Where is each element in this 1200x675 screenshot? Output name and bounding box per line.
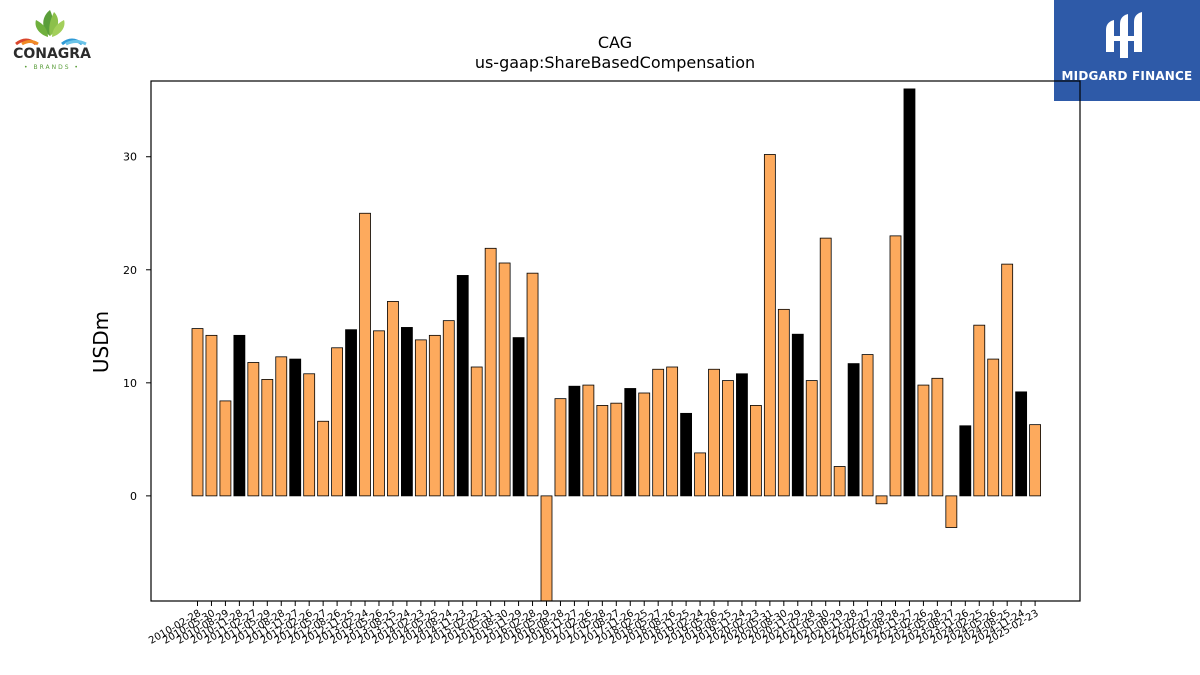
bar-2012-05-27 (317, 420, 330, 497)
bar-2022-02-27 (861, 354, 874, 497)
bar-2015-08-30 (498, 262, 511, 497)
bar-2011-08-28 (275, 356, 288, 497)
bar-2014-11-23 (456, 275, 469, 497)
bar-2015-05-31 (484, 247, 497, 497)
conagra-subtitle: • BRANDS • (24, 64, 80, 71)
bar-2010-11-28 (233, 334, 246, 497)
bar-2021-02-28 (805, 380, 818, 497)
bar-2017-05-28 (596, 405, 609, 497)
midgard-wordmark: MIDGARD FINANCE (1061, 69, 1193, 83)
y-axis-ticks: 0 10 20 30 (123, 151, 151, 503)
y-tick-label: 30 (123, 151, 137, 164)
bar-2023-02-26 (917, 384, 930, 497)
bar-2024-11-24 (1015, 391, 1028, 497)
midgard-finance-logo: MIDGARD FINANCE (1054, 0, 1200, 101)
plot-area-frame (150, 80, 1081, 602)
x-axis-ticks: 2010-02-282010-05-302010-08-292010-11-28… (147, 601, 1041, 647)
bar-2021-08-29 (833, 466, 846, 497)
bar-2022-08-28 (889, 235, 902, 497)
bar-2016-11-27 (568, 385, 581, 497)
bar-2014-08-24 (442, 320, 455, 497)
chart-subtitle: us-gaap:ShareBasedCompensation (475, 53, 755, 72)
y-tick-label: 10 (123, 377, 137, 390)
bar-2024-02-25 (973, 324, 986, 497)
bar-2018-05-27 (652, 368, 665, 497)
bar-2019-02-24 (694, 452, 706, 497)
bar-2010-05-30 (205, 334, 218, 497)
bar-2023-05-28 (931, 377, 944, 497)
bar-2016-05-29 (540, 495, 553, 602)
bar-2013-08-25 (387, 301, 399, 497)
bar-2017-11-26 (624, 388, 637, 497)
bar-2022-11-27 (903, 88, 916, 497)
bar-2011-11-27 (289, 358, 302, 497)
bar-2021-05-30 (819, 237, 832, 497)
bar-2024-05-26 (987, 358, 1000, 497)
bar-2015-02-22 (470, 366, 483, 497)
bar-2020-05-31 (763, 154, 776, 497)
bar-2019-08-25 (722, 380, 734, 497)
bar-2020-08-30 (777, 308, 790, 497)
bar-2021-11-28 (847, 363, 860, 497)
y-axis-label: USDm (89, 311, 113, 373)
bar-2018-02-25 (638, 392, 651, 497)
bar-2018-11-25 (680, 412, 692, 497)
y-tick-label: 0 (130, 490, 137, 503)
bar-2019-11-24 (736, 373, 748, 497)
leaf-icon (15, 10, 87, 46)
midgard-mark-icon (1106, 12, 1142, 58)
bar-2015-11-29 (512, 337, 525, 497)
bar-2024-08-25 (1001, 263, 1014, 497)
bar-2011-02-27 (247, 362, 260, 497)
bar-2020-02-23 (750, 405, 762, 497)
bar-2013-02-24 (359, 212, 371, 497)
bar-2010-08-29 (219, 400, 232, 497)
y-tick-label: 20 (123, 264, 137, 277)
bar-2013-11-24 (400, 327, 413, 497)
bar-2023-11-26 (959, 425, 972, 497)
bar-2022-05-29 (875, 495, 888, 505)
conagra-wordmark: CONAGRA (13, 46, 91, 62)
bar-2014-02-23 (414, 339, 427, 497)
bar-2017-08-27 (610, 402, 623, 497)
bar-2014-05-25 (428, 334, 441, 497)
bar-2012-08-26 (331, 347, 344, 497)
conagra-logo: CONAGRA • BRANDS • (4, 6, 100, 76)
bar-2010-02-28 (191, 328, 204, 497)
bar-2020-11-29 (791, 333, 804, 497)
bar-2025-02-23 (1029, 424, 1041, 497)
bar-2012-11-25 (345, 329, 357, 497)
bar-2017-02-26 (582, 384, 595, 497)
bar-2023-08-27 (945, 495, 958, 528)
bar-2016-02-28 (526, 272, 539, 497)
chart-title: CAG (598, 33, 632, 52)
bar-2016-08-28 (554, 398, 567, 497)
bar-2018-08-26 (666, 366, 679, 497)
bar-2012-02-26 (303, 373, 316, 497)
bar-2011-05-29 (261, 379, 274, 497)
bar-2013-05-26 (373, 330, 385, 497)
bars-group (191, 88, 1041, 602)
bar-2019-05-26 (708, 368, 720, 497)
